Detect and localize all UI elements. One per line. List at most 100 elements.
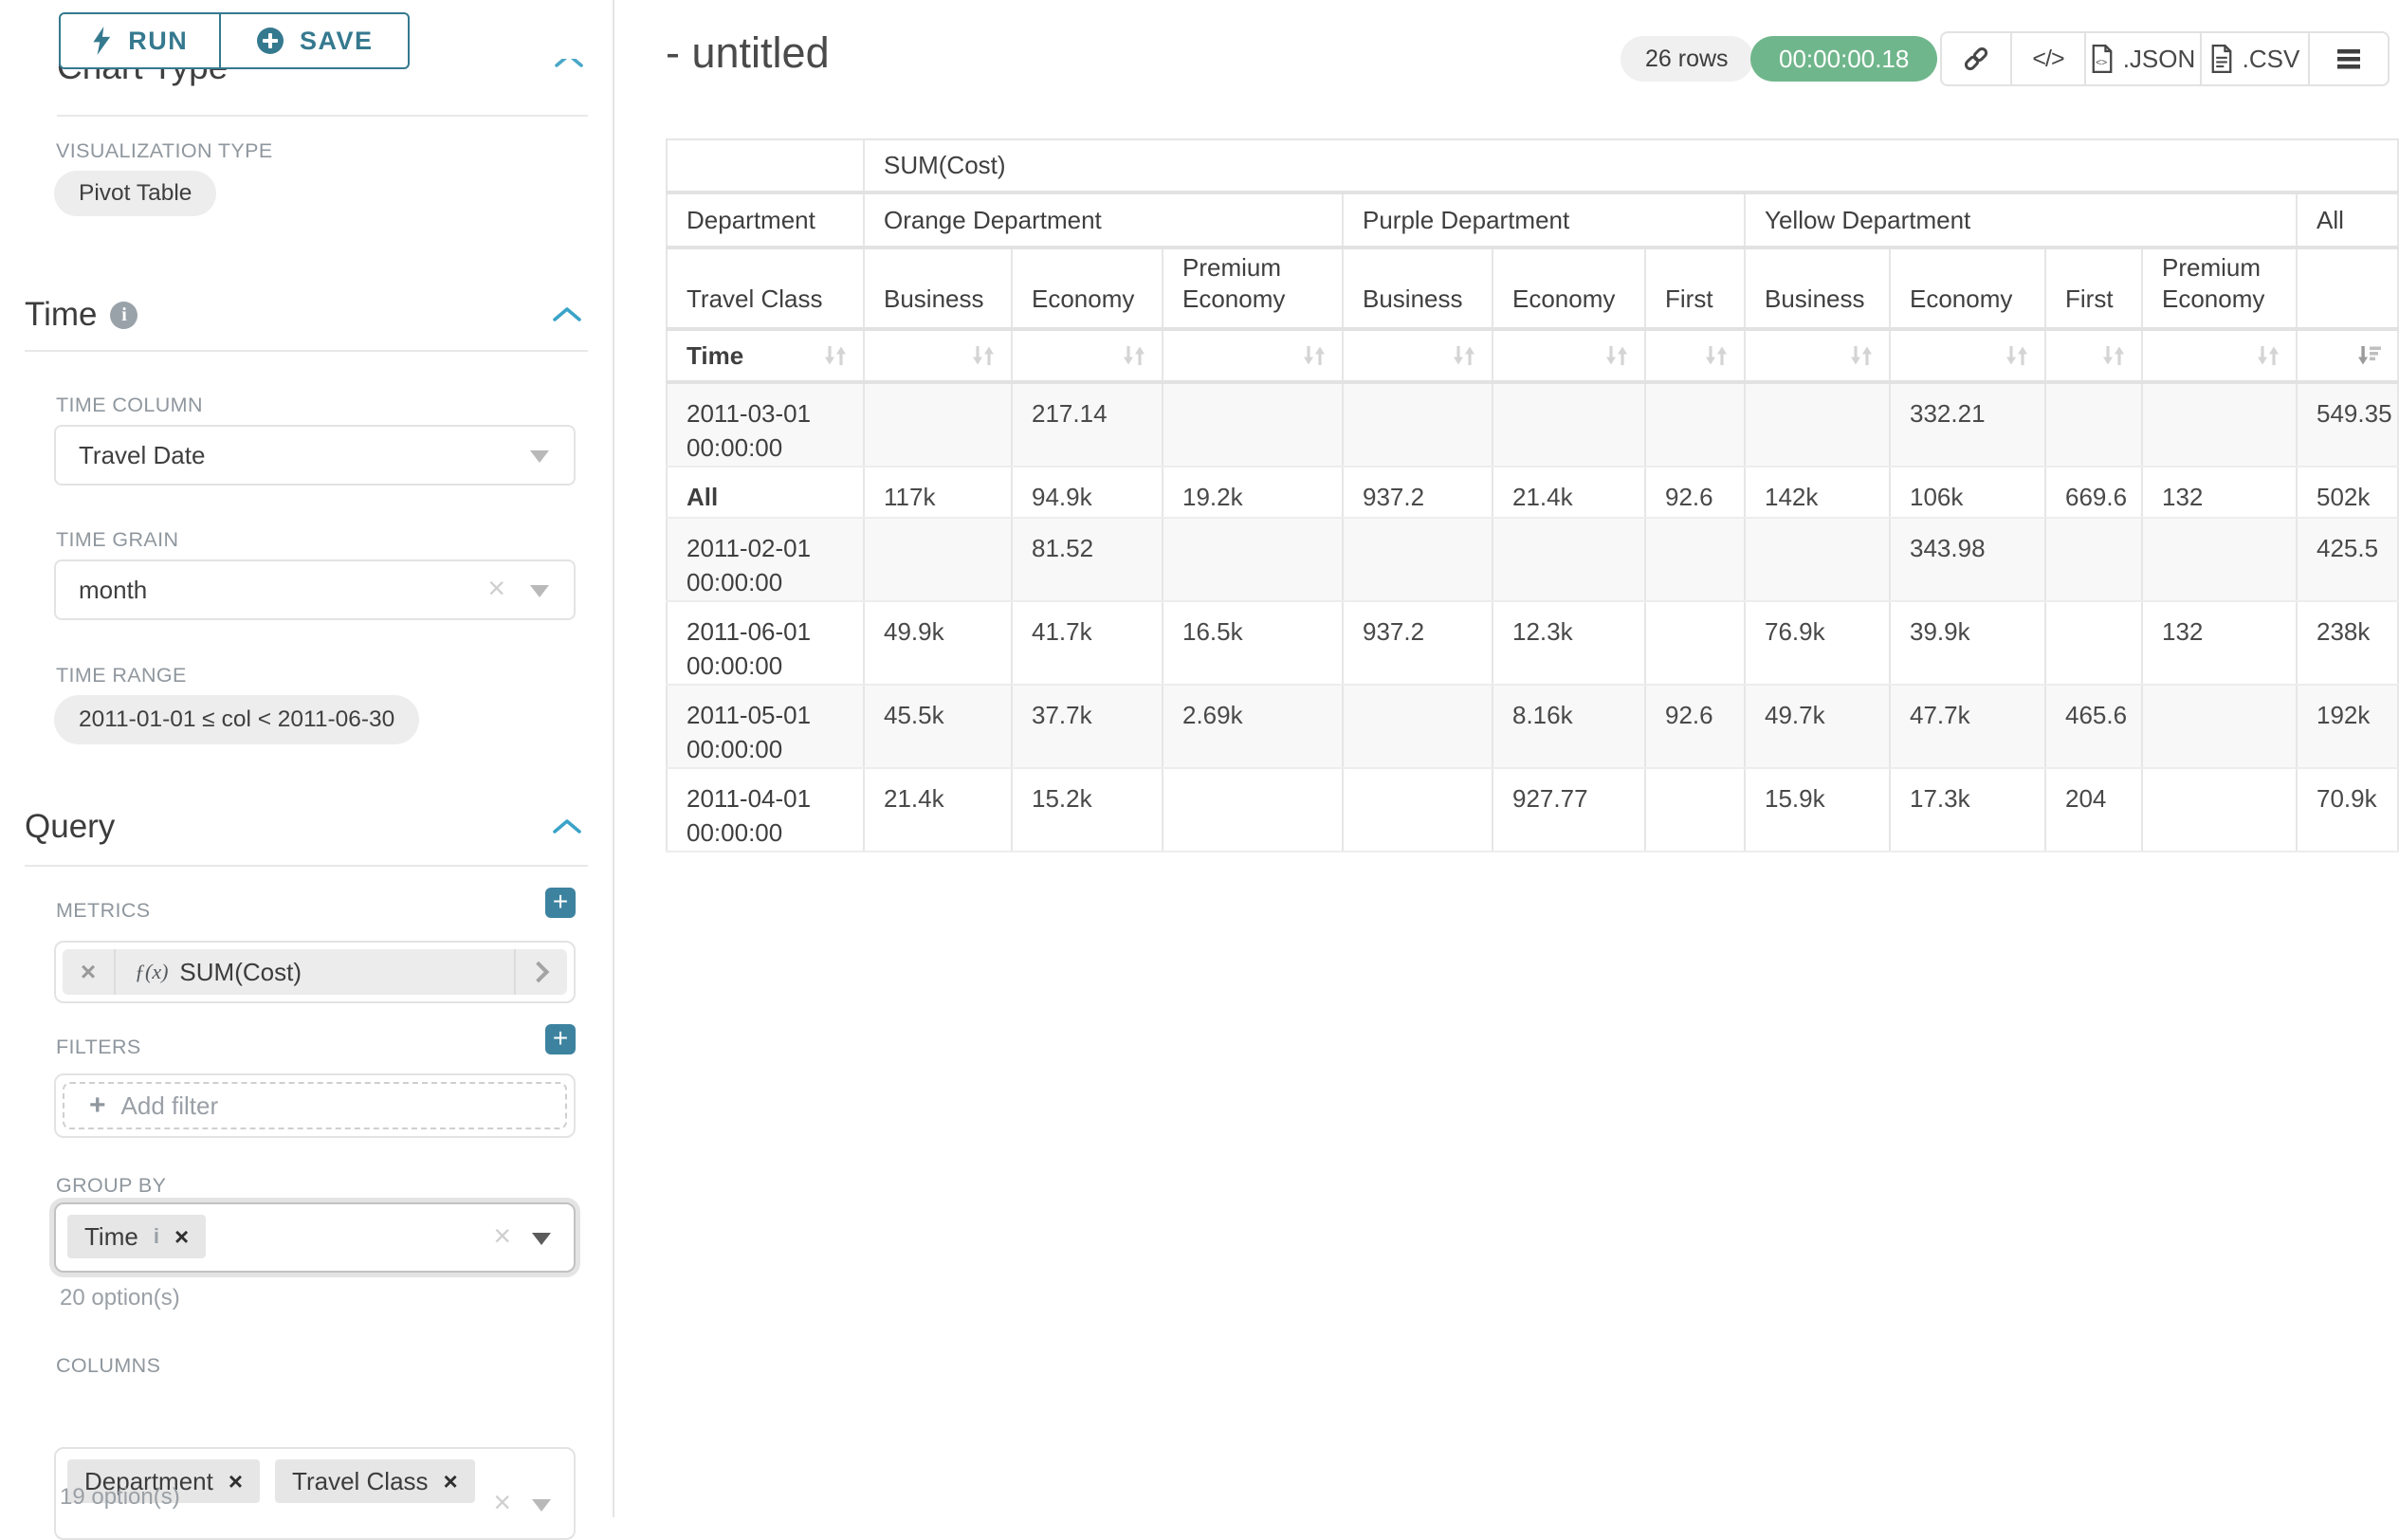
pivot-table-container: SUM(Cost) Department Orange Department Purp… [666,138,2399,852]
selected-option-tag[interactable]: Department × [67,1459,261,1503]
remove-metric-icon[interactable]: × [63,949,116,995]
sort-icon[interactable] [1450,341,1478,370]
lightning-bolt-icon [93,27,111,55]
visualization-type-label: VISUALIZATION TYPE [56,139,273,162]
export-toolbar: </> <> .JSON .CSV [1940,31,2390,86]
clear-icon[interactable]: × [493,1219,511,1254]
chevron-down-icon [532,1499,551,1512]
pivot-row-label: 2011-06-01 00:00:00 [667,600,864,686]
sort-icon[interactable] [969,341,998,370]
pivot-cell: 192k [2296,684,2398,769]
remove-tag-icon[interactable]: × [443,1466,458,1495]
filters-label: FILTERS [56,1036,141,1058]
sort-icon[interactable] [1602,341,1631,370]
time-section-collapse-chevron-icon[interactable] [552,305,582,322]
menu-icon [2337,49,2360,69]
time-section-header[interactable]: Time i [25,296,138,334]
sort-icon[interactable] [1847,341,1876,370]
export-json-label: .JSON [2122,44,2196,73]
plus-icon: + [89,1090,106,1121]
clear-icon[interactable]: × [487,571,505,606]
add-filter-button[interactable]: + Add filter [63,1082,567,1129]
query-section-collapse-chevron-icon[interactable] [552,817,582,834]
pivot-data-row: 2011-05-01 00:00:00 45.5k 37.7k 2.69k 8.16k 9… [667,684,2398,769]
pivot-cell [1744,517,1890,602]
control-panel-sidebar: Chart Type RUN SAVE VISUALIZATION TYPE P… [0,0,614,1540]
export-csv-button[interactable]: .CSV [2200,33,2308,84]
pivot-cell [2044,517,2142,602]
remove-tag-icon[interactable]: × [228,1466,244,1495]
pivot-column-group-header: Orange Department [863,192,1343,249]
pivot-cell: 117k [863,466,1012,519]
pivot-cell [1342,684,1493,769]
pivot-sort-cell [863,329,1012,384]
query-section-header[interactable]: Query [25,808,115,846]
sort-icon[interactable] [1702,341,1731,370]
time-range-chip[interactable]: 2011-01-01 ≤ col < 2011-06-30 [54,695,420,744]
sort-icon[interactable] [821,341,850,370]
pivot-column-header: Premium Economy [2141,248,2297,331]
pivot-sort-cell [1011,329,1163,384]
sort-descending-icon[interactable] [2355,341,2384,370]
sort-icon[interactable] [2254,341,2282,370]
pivot-data-row: 2011-06-01 00:00:00 49.9k 41.7k 16.5k 937.2 1… [667,600,2398,686]
group-by-select[interactable]: Time i × × [54,1202,576,1273]
pivot-row-dimension-header: Department [667,192,864,249]
add-metric-button[interactable]: + [545,888,576,918]
metric-pill[interactable]: × ƒ(x) SUM(Cost) [63,949,567,995]
save-button[interactable]: SAVE [221,14,408,67]
pivot-cell: 465.6 [2044,684,2142,769]
visualization-type-chip[interactable]: Pivot Table [54,171,217,216]
pivot-column-header: First [2044,248,2142,331]
pivot-cell: 21.4k [1492,466,1645,519]
pivot-column-header: Business [1342,248,1493,331]
pivot-cell: 94.9k [1011,466,1163,519]
pivot-time-header: Time [667,329,864,384]
copy-link-button[interactable] [1942,33,2010,84]
export-json-button[interactable]: <> .JSON [2084,33,2200,84]
pivot-cell [1342,517,1493,602]
view-query-button[interactable]: </> [2010,33,2084,84]
pivot-cell: 76.9k [1744,600,1890,686]
pivot-cell: 92.6 [1644,466,1745,519]
chart-title[interactable]: - untitled [666,28,830,77]
pivot-cell: 39.9k [1889,600,2045,686]
pivot-cell [2044,600,2142,686]
run-button[interactable]: RUN [61,14,222,67]
pivot-row-label: 2011-02-01 00:00:00 [667,517,864,602]
pivot-sort-cell [1744,329,1890,384]
add-filter-plus-button[interactable]: + [545,1024,576,1054]
sort-icon[interactable] [2003,341,2031,370]
pivot-row-dimension-header: Travel Class [667,248,864,331]
pivot-cell [1644,517,1745,602]
pivot-cell: 502k [2296,466,2398,519]
time-grain-select[interactable]: month × [54,559,576,620]
export-csv-label: .CSV [2242,44,2300,73]
pivot-cell: 937.2 [1342,466,1493,519]
tag-label: Time [84,1221,138,1251]
sort-icon[interactable] [2099,341,2128,370]
sort-icon[interactable] [1120,341,1148,370]
pivot-column-header: First [1644,248,1745,331]
chevron-down-icon [532,1233,551,1245]
pivot-cell: 49.7k [1744,684,1890,769]
selected-option-tag[interactable]: Travel Class × [275,1459,475,1503]
pivot-sort-cell [2296,329,2398,384]
chart-type-collapse-chevron-icon[interactable] [554,59,586,72]
remove-tag-icon[interactable]: × [174,1221,190,1251]
pivot-cell [1644,600,1745,686]
pivot-sort-cell [2044,329,2142,384]
run-save-button-group: RUN SAVE [59,12,410,69]
pivot-data-row: 2011-03-01 00:00:00 217.14 332.21 549.35 [667,382,2398,468]
plus-circle-icon [256,28,284,54]
time-column-select[interactable]: Travel Date [54,425,576,486]
more-options-button[interactable] [2308,33,2388,84]
sort-icon[interactable] [1300,341,1328,370]
clear-icon[interactable]: × [493,1485,511,1520]
chart-panel: - untitled 26 rows 00:00:00.18 </> <> .J… [616,0,2399,1517]
pivot-column-header: Premium Economy [1162,248,1343,331]
selected-option-tag[interactable]: Time i × [67,1215,207,1258]
pivot-row-label: 2011-05-01 00:00:00 [667,684,864,769]
section-divider [57,115,588,117]
expand-metric-chevron-icon[interactable] [514,949,567,995]
